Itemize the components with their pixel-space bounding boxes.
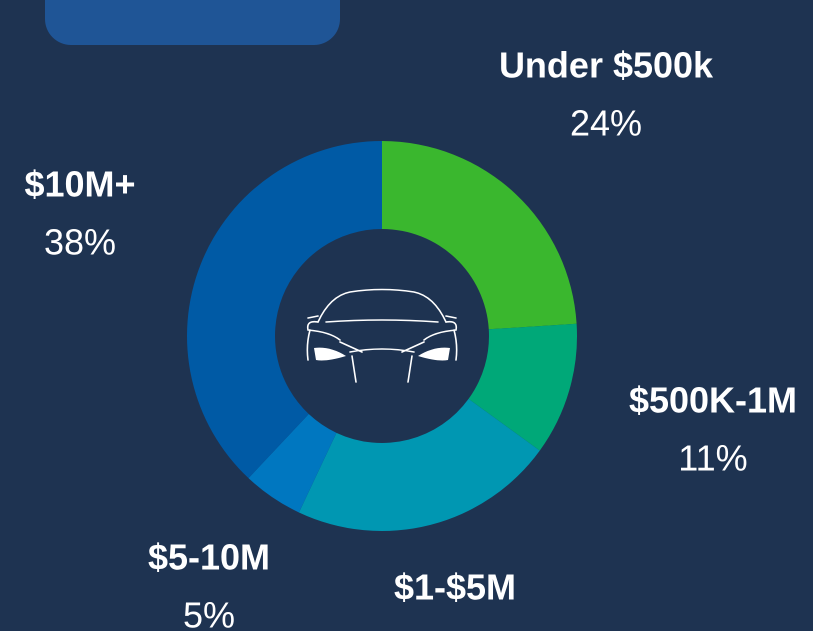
value-label: 11% — [678, 438, 747, 479]
car-icon — [306, 288, 458, 383]
headlights — [314, 347, 450, 361]
value-label: 24% — [570, 103, 642, 144]
category-label: $500K-1M — [629, 380, 797, 421]
category-label: $10M+ — [24, 164, 135, 205]
donut-slice — [248, 413, 337, 513]
donut-slice — [382, 141, 577, 330]
category-label: Under $500k — [499, 45, 714, 86]
value-label: 38% — [44, 222, 116, 263]
donut-slice — [186, 141, 382, 479]
donut-slice — [468, 323, 578, 451]
donut-slice — [298, 398, 540, 531]
category-label: $1-$5M — [394, 567, 516, 608]
category-label: $5-10M — [148, 537, 270, 578]
donut — [186, 141, 578, 531]
header-tab — [45, 0, 340, 45]
value-label: 5% — [183, 595, 235, 631]
